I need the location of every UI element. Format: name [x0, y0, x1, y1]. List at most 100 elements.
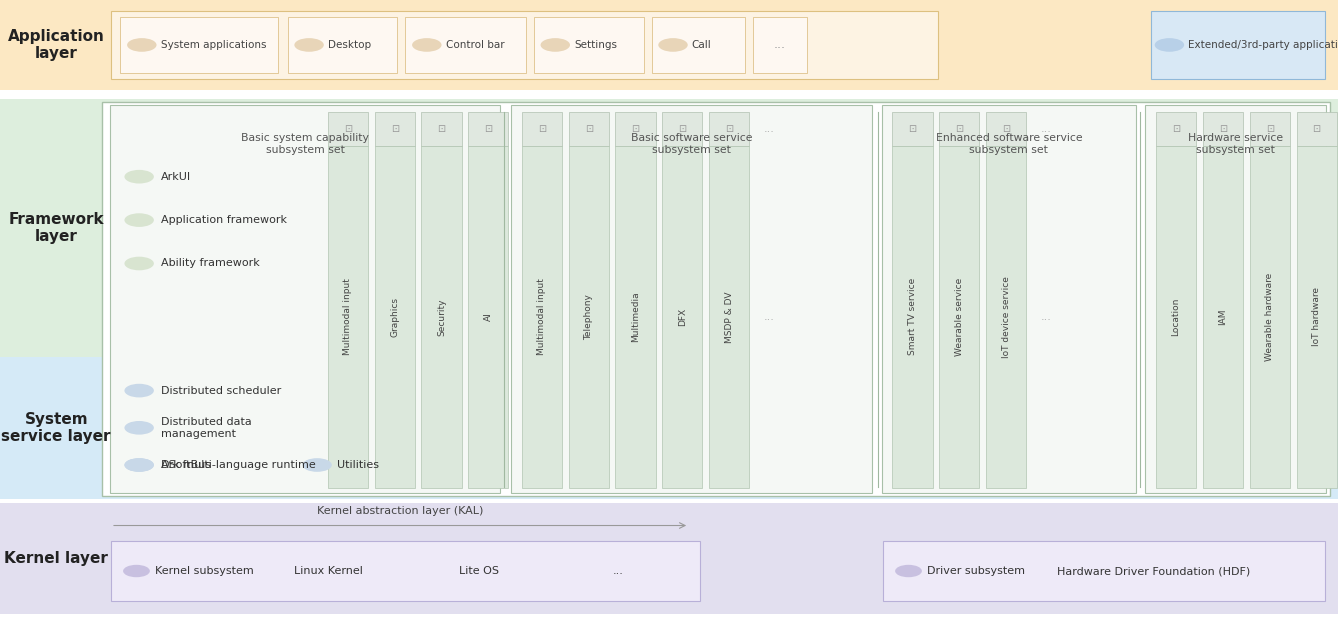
Text: Ark multi-language runtime: Ark multi-language runtime — [161, 460, 316, 470]
Text: ⊡: ⊡ — [1219, 123, 1227, 134]
Bar — [662, 146, 702, 488]
Text: ⊡: ⊡ — [632, 123, 640, 134]
Text: Kernel subsystem: Kernel subsystem — [155, 566, 254, 576]
Text: ...: ... — [1041, 123, 1052, 134]
Bar — [1203, 146, 1243, 488]
Bar — [0, 356, 1338, 499]
Text: System applications: System applications — [161, 40, 266, 50]
Text: ...: ... — [775, 38, 785, 51]
Text: ...: ... — [613, 566, 624, 576]
Bar — [939, 146, 979, 488]
Text: ⊡: ⊡ — [1002, 123, 1010, 134]
Circle shape — [124, 458, 154, 472]
Circle shape — [412, 38, 442, 52]
Text: Wearable service: Wearable service — [955, 278, 963, 356]
Circle shape — [294, 38, 324, 52]
Bar — [652, 17, 745, 73]
Text: AI: AI — [484, 312, 492, 321]
Text: Hardware service
subsystem set: Hardware service subsystem set — [1188, 133, 1283, 155]
Text: Settings: Settings — [574, 40, 617, 50]
Bar — [986, 146, 1026, 488]
Bar — [753, 17, 807, 73]
Circle shape — [658, 38, 688, 52]
Text: DFX: DFX — [678, 308, 686, 326]
Text: Graphics: Graphics — [391, 297, 399, 337]
Text: Basic system capability
subsystem set: Basic system capability subsystem set — [241, 133, 369, 155]
Circle shape — [895, 565, 922, 577]
Bar — [421, 146, 462, 488]
Bar — [534, 17, 644, 73]
Text: ...: ... — [764, 312, 775, 322]
Bar — [421, 112, 462, 146]
Text: MSDP & DV: MSDP & DV — [725, 291, 733, 343]
Text: ...: ... — [764, 123, 775, 134]
Text: ⊡: ⊡ — [585, 123, 593, 134]
Circle shape — [124, 213, 154, 227]
Bar — [569, 112, 609, 146]
Text: Control bar: Control bar — [446, 40, 504, 50]
Text: Hardware Driver Foundation (HDF): Hardware Driver Foundation (HDF) — [1057, 566, 1250, 576]
Bar — [615, 112, 656, 146]
Text: Distributed data
management: Distributed data management — [161, 417, 252, 438]
Bar — [1250, 112, 1290, 146]
Circle shape — [124, 384, 154, 397]
Bar — [522, 112, 562, 146]
Bar — [522, 146, 562, 488]
Text: Application
layer: Application layer — [8, 29, 104, 61]
Bar — [883, 541, 1325, 601]
Text: ⊡: ⊡ — [1313, 123, 1321, 134]
Text: Multimodal input: Multimodal input — [344, 278, 352, 355]
Text: Basic software service
subsystem set: Basic software service subsystem set — [632, 133, 752, 155]
Bar — [110, 105, 500, 493]
Text: Extended/3rd-party applications: Extended/3rd-party applications — [1188, 40, 1338, 50]
Bar — [1297, 146, 1337, 488]
Text: Lite OS: Lite OS — [459, 566, 499, 576]
Text: Multimedia: Multimedia — [632, 291, 640, 342]
Text: ...: ... — [1041, 312, 1052, 322]
Text: Location: Location — [1172, 298, 1180, 336]
Text: Framework
layer: Framework layer — [8, 211, 104, 244]
Bar — [375, 112, 415, 146]
Circle shape — [123, 565, 150, 577]
Bar — [1145, 105, 1326, 493]
Bar — [1250, 146, 1290, 488]
Bar — [615, 146, 656, 488]
Text: IoT hardware: IoT hardware — [1313, 287, 1321, 347]
Text: ⊡: ⊡ — [725, 123, 733, 134]
Bar — [709, 146, 749, 488]
Bar — [405, 17, 526, 73]
Text: ⊡: ⊡ — [909, 123, 917, 134]
Text: ⊡: ⊡ — [391, 123, 399, 134]
Bar — [120, 17, 278, 73]
Text: Enhanced software service
subsystem set: Enhanced software service subsystem set — [935, 133, 1082, 155]
Circle shape — [1155, 38, 1184, 52]
Bar — [375, 146, 415, 488]
Bar — [986, 112, 1026, 146]
Text: ⊡: ⊡ — [1172, 123, 1180, 134]
Text: DSoftBus: DSoftBus — [161, 460, 211, 470]
Bar — [111, 11, 938, 79]
Text: Kernel abstraction layer (KAL): Kernel abstraction layer (KAL) — [317, 506, 483, 516]
Bar — [1156, 112, 1196, 146]
Bar — [892, 146, 933, 488]
Text: Telephony: Telephony — [585, 294, 593, 340]
Circle shape — [302, 458, 332, 472]
Text: ArkUI: ArkUI — [161, 172, 191, 182]
Text: Security: Security — [438, 298, 446, 335]
Text: System
service layer: System service layer — [1, 412, 111, 444]
Bar — [468, 146, 508, 488]
Bar — [468, 112, 508, 146]
Text: ⊡: ⊡ — [678, 123, 686, 134]
Bar — [1156, 146, 1196, 488]
Circle shape — [124, 458, 154, 472]
Bar — [288, 17, 397, 73]
Bar — [0, 503, 1338, 614]
Text: Ability framework: Ability framework — [161, 259, 260, 268]
Bar — [328, 112, 368, 146]
Text: ⊡: ⊡ — [438, 123, 446, 134]
Text: Call: Call — [692, 40, 712, 50]
Bar — [709, 112, 749, 146]
Bar — [892, 112, 933, 146]
Circle shape — [124, 257, 154, 270]
Text: Smart TV service: Smart TV service — [909, 278, 917, 355]
